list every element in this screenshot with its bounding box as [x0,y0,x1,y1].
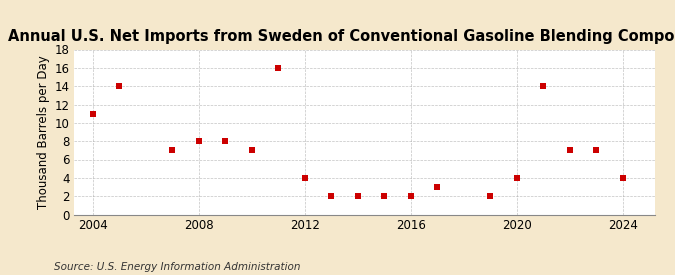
Point [167,148,178,153]
Point [194,139,205,143]
Point [485,194,496,198]
Title: Annual U.S. Net Imports from Sweden of Conventional Gasoline Blending Components: Annual U.S. Net Imports from Sweden of C… [8,29,675,44]
Point [379,194,389,198]
Point [87,111,98,116]
Y-axis label: Thousand Barrels per Day: Thousand Barrels per Day [37,55,50,209]
Point [538,84,549,88]
Point [406,194,416,198]
Point [326,194,337,198]
Point [564,148,575,153]
Point [220,139,231,143]
Point [591,148,602,153]
Point [300,176,310,180]
Point [618,176,628,180]
Point [273,66,284,70]
Point [352,194,363,198]
Point [432,185,443,189]
Point [114,84,125,88]
Point [246,148,257,153]
Text: Source: U.S. Energy Information Administration: Source: U.S. Energy Information Administ… [54,262,300,272]
Point [512,176,522,180]
